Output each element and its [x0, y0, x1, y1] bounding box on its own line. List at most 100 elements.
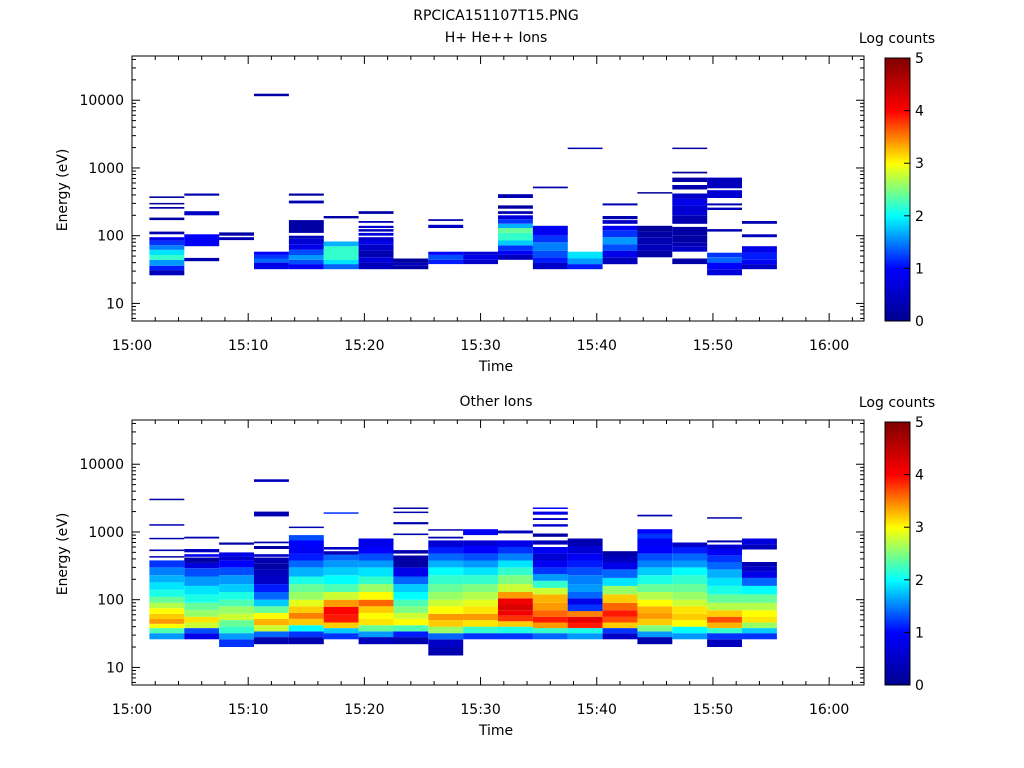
heatmap-cell: [288, 249, 324, 255]
heatmap-cell: [672, 226, 708, 236]
heatmap-cell: [149, 537, 185, 540]
heatmap-cell: [532, 540, 568, 545]
colorbar-segment: [885, 682, 910, 686]
heatmap-cell: [532, 547, 568, 554]
colorbar-segment: [885, 454, 910, 458]
heatmap-cell: [149, 207, 185, 209]
heatmap-cell: [707, 633, 742, 640]
heatmap-cell: [498, 547, 533, 554]
heatmap-cell: [602, 225, 638, 231]
colorbar-segment: [885, 250, 910, 254]
colorbar-segment: [885, 211, 910, 215]
heatmap-cell: [707, 544, 742, 550]
heatmap-cell: [323, 628, 359, 634]
heatmap-cell: [323, 622, 359, 629]
heatmap-cell: [707, 517, 742, 519]
colorbar-segment: [885, 472, 910, 475]
x-tick-label: 16:00: [809, 338, 849, 354]
heatmap-cell: [532, 610, 568, 617]
heatmap-cell: [602, 250, 638, 258]
heatmap-cell: [288, 625, 324, 632]
colorbar-segment: [885, 509, 910, 513]
heatmap-cell: [184, 193, 220, 196]
heatmap-cell: [323, 264, 359, 270]
colorbar-segment: [885, 434, 910, 438]
y-axis-ticks: 10 100 1000 10000: [79, 422, 864, 683]
colorbar-segment: [885, 656, 910, 660]
colorbar-segment: [885, 215, 910, 219]
heatmap-cell: [288, 535, 324, 541]
heatmap-cell: [498, 575, 533, 585]
colorbar-segment: [885, 616, 910, 620]
colorbar-segment: [885, 550, 910, 554]
heatmap-cell: [567, 251, 603, 259]
colorbar-segment: [885, 274, 910, 278]
colorbar-segment: [885, 213, 910, 217]
colorbar-segment: [885, 140, 910, 144]
colorbar-segment: [885, 588, 910, 592]
heatmap-cell: [742, 633, 777, 640]
heatmap-cell: [532, 573, 568, 581]
heatmap-cell: [672, 606, 708, 614]
colorbar-segment: [885, 596, 910, 600]
colorbar-segment: [885, 601, 910, 605]
heatmap-cell: [254, 254, 289, 259]
heatmap-cell: [393, 606, 429, 613]
heatmap-cell: [149, 265, 185, 271]
heatmap-cell: [637, 529, 673, 534]
colorbar-segment: [885, 259, 910, 263]
heatmap-cell: [288, 560, 324, 568]
colorbar-segment: [885, 232, 910, 236]
heatmap-cell: [288, 220, 324, 233]
heatmap-cell: [707, 207, 742, 210]
colorbar-segment: [885, 316, 910, 320]
heatmap-cell: [707, 577, 742, 586]
heatmap-cell: [707, 610, 742, 617]
heatmap-cell: [707, 262, 742, 270]
colorbar-segment: [885, 108, 910, 111]
colorbar-segment: [885, 498, 910, 502]
heatmap-cell: [498, 530, 533, 534]
colorbar-segment: [885, 83, 910, 87]
heatmap-cell: [602, 216, 638, 220]
heatmap-cell: [358, 553, 394, 561]
heatmap-cell: [254, 599, 289, 607]
heatmap-cell: [393, 631, 429, 638]
heatmap-cell: [184, 622, 220, 629]
colorbar-segment: [885, 421, 910, 425]
colorbar-segment: [885, 467, 910, 471]
heatmap-cell: [358, 221, 394, 223]
panel-title: H+ He++ Ions: [445, 30, 548, 46]
heatmap-cell: [254, 258, 289, 263]
colorbar-tick-label: 5: [915, 415, 924, 431]
heatmap-cell: [358, 637, 394, 645]
heatmap-cell: [742, 538, 777, 545]
y-tick-label: 100: [97, 229, 124, 245]
colorbar-segment: [885, 206, 910, 210]
colorbar-label: Log counts: [859, 31, 935, 47]
heatmap-cell: [219, 552, 254, 557]
colorbar-segment: [885, 169, 910, 173]
heatmap-cell: [288, 553, 324, 561]
heatmap-cell: [149, 613, 185, 619]
colorbar-segment: [885, 103, 910, 107]
colorbar-segment: [885, 520, 910, 524]
colorbar-segment: [885, 482, 910, 486]
heatmap-cell: [254, 606, 289, 613]
heatmap-cell: [742, 264, 777, 270]
heatmap-cell: [707, 540, 742, 543]
heatmap-cell: [637, 612, 673, 619]
colorbar-segment: [885, 265, 910, 269]
heatmap-cell: [742, 259, 777, 265]
heatmap-cell: [288, 235, 324, 239]
colorbar-segment: [885, 270, 910, 274]
heatmap-cell: [463, 575, 498, 585]
colorbar-segment: [885, 283, 910, 287]
colorbar-segment: [885, 605, 910, 609]
heatmap-cell: [637, 599, 673, 607]
heatmap-cell: [463, 560, 498, 568]
colorbar-segment: [885, 191, 910, 195]
colorbar-segment: [885, 226, 910, 230]
heatmap-cell: [149, 524, 185, 526]
colorbar-tick-label: 0: [915, 314, 924, 330]
